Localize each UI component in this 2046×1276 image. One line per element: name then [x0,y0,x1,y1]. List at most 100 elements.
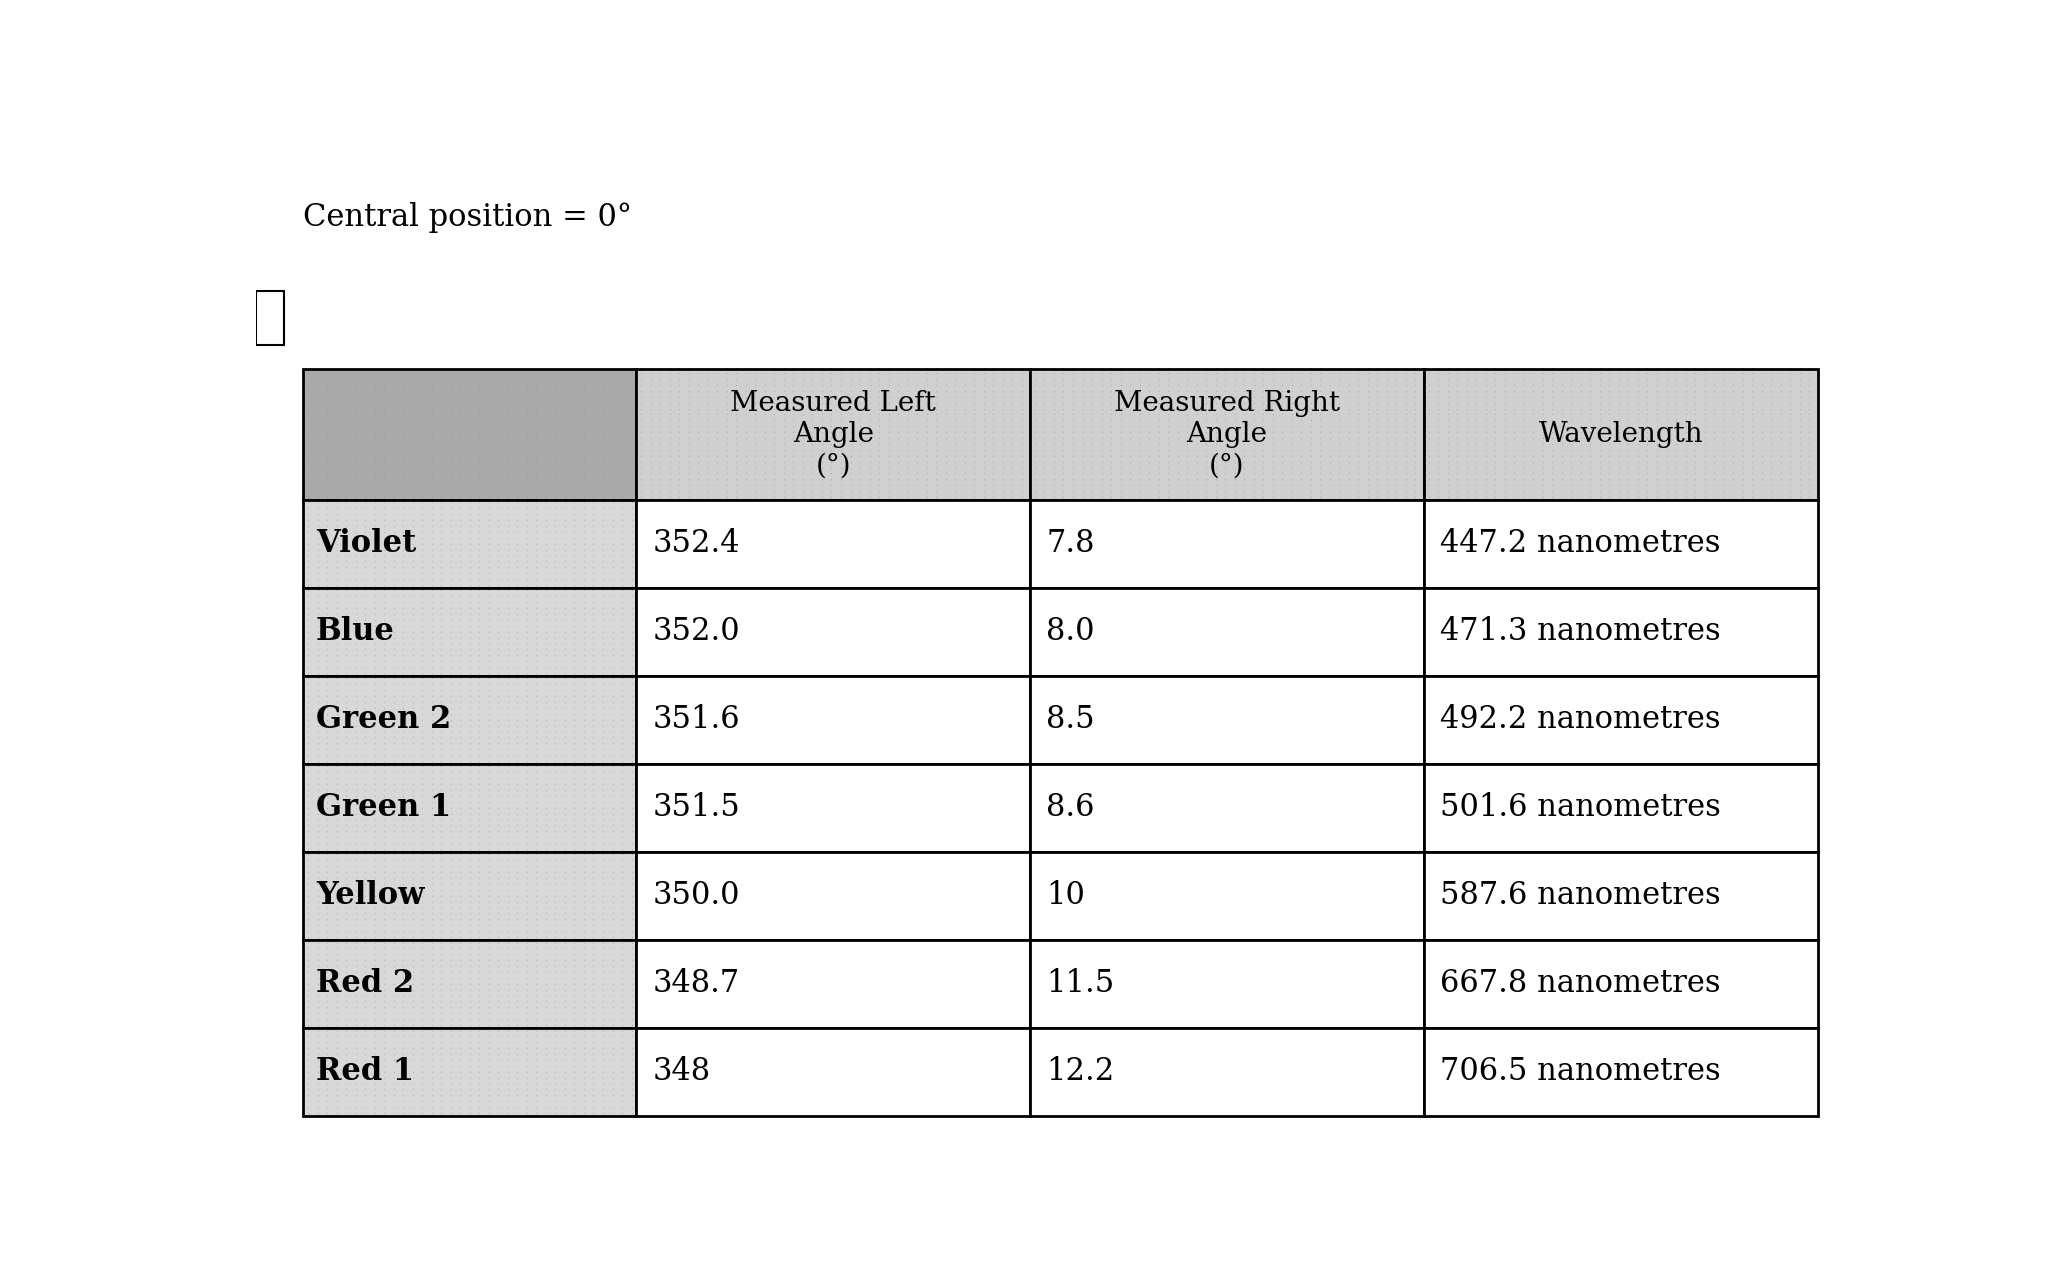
Point [462,739,495,759]
Point [530,721,563,741]
Point [512,604,544,624]
Point [462,633,495,653]
Point [606,874,638,894]
Point [301,680,333,701]
Point [567,716,599,736]
Point [387,874,419,894]
Point [434,380,466,401]
Point [491,1044,524,1064]
Point [397,1097,430,1118]
Point [1412,404,1444,425]
Point [681,486,714,507]
Point [415,615,448,635]
Point [462,380,495,401]
Point [567,398,599,419]
Point [1191,470,1224,490]
Point [340,879,372,900]
Point [454,563,487,583]
Point [929,422,962,443]
Point [1508,445,1541,466]
Point [397,956,430,976]
Point [739,486,771,507]
Point [520,938,552,958]
Point [1670,416,1702,436]
Point [473,551,505,572]
Point [340,369,372,389]
Point [1612,445,1645,466]
Point [1537,380,1569,401]
Point [814,481,847,501]
Point [1651,422,1684,443]
Point [1303,398,1336,419]
Point [512,1021,544,1041]
Point [949,393,982,413]
Point [538,558,571,578]
Point [387,791,419,812]
Point [491,1102,524,1123]
Point [587,980,620,1000]
Point [454,739,487,759]
Point [595,369,628,389]
Point [587,569,620,590]
Point [1545,486,1577,507]
Point [538,610,571,630]
Point [368,463,401,484]
Point [321,868,354,888]
Point [921,410,953,430]
Point [397,680,430,701]
Point [567,863,599,883]
Point [368,621,401,642]
Point [311,768,344,789]
Point [1037,463,1070,484]
Point [1602,486,1635,507]
Point [567,680,599,701]
Point [501,768,534,789]
Point [512,610,544,630]
Point [444,510,477,531]
Point [434,868,466,888]
Point [512,757,544,777]
Point [624,470,657,490]
Point [501,1055,534,1076]
Point [473,380,505,401]
Point [777,481,810,501]
Point [1784,440,1817,461]
Point [520,434,552,454]
Point [1238,434,1271,454]
Point [520,879,552,900]
Point [1764,422,1796,443]
Point [376,1055,409,1076]
Point [606,610,638,630]
Point [501,1102,534,1123]
Point [311,980,344,1000]
Point [348,944,381,965]
Point [577,757,610,777]
Point [530,639,563,660]
Point [1784,416,1817,436]
Point [1113,434,1146,454]
Point [1745,481,1778,501]
Point [587,804,620,824]
Point [348,727,381,748]
Point [567,380,599,401]
Point [559,1026,591,1046]
Point [577,775,610,795]
Point [1332,404,1365,425]
Point [358,892,391,912]
Point [1487,404,1520,425]
Point [921,362,953,383]
Point [358,657,391,678]
Point [473,540,505,560]
Point [863,375,896,396]
Point [530,827,563,847]
Point [311,375,344,396]
Point [434,416,466,436]
Point [1537,481,1569,501]
Point [548,1044,581,1064]
Point [567,445,599,466]
Point [301,452,333,472]
Point [293,1044,325,1064]
Point [863,463,896,484]
Point [1303,404,1336,425]
Point [501,739,534,759]
